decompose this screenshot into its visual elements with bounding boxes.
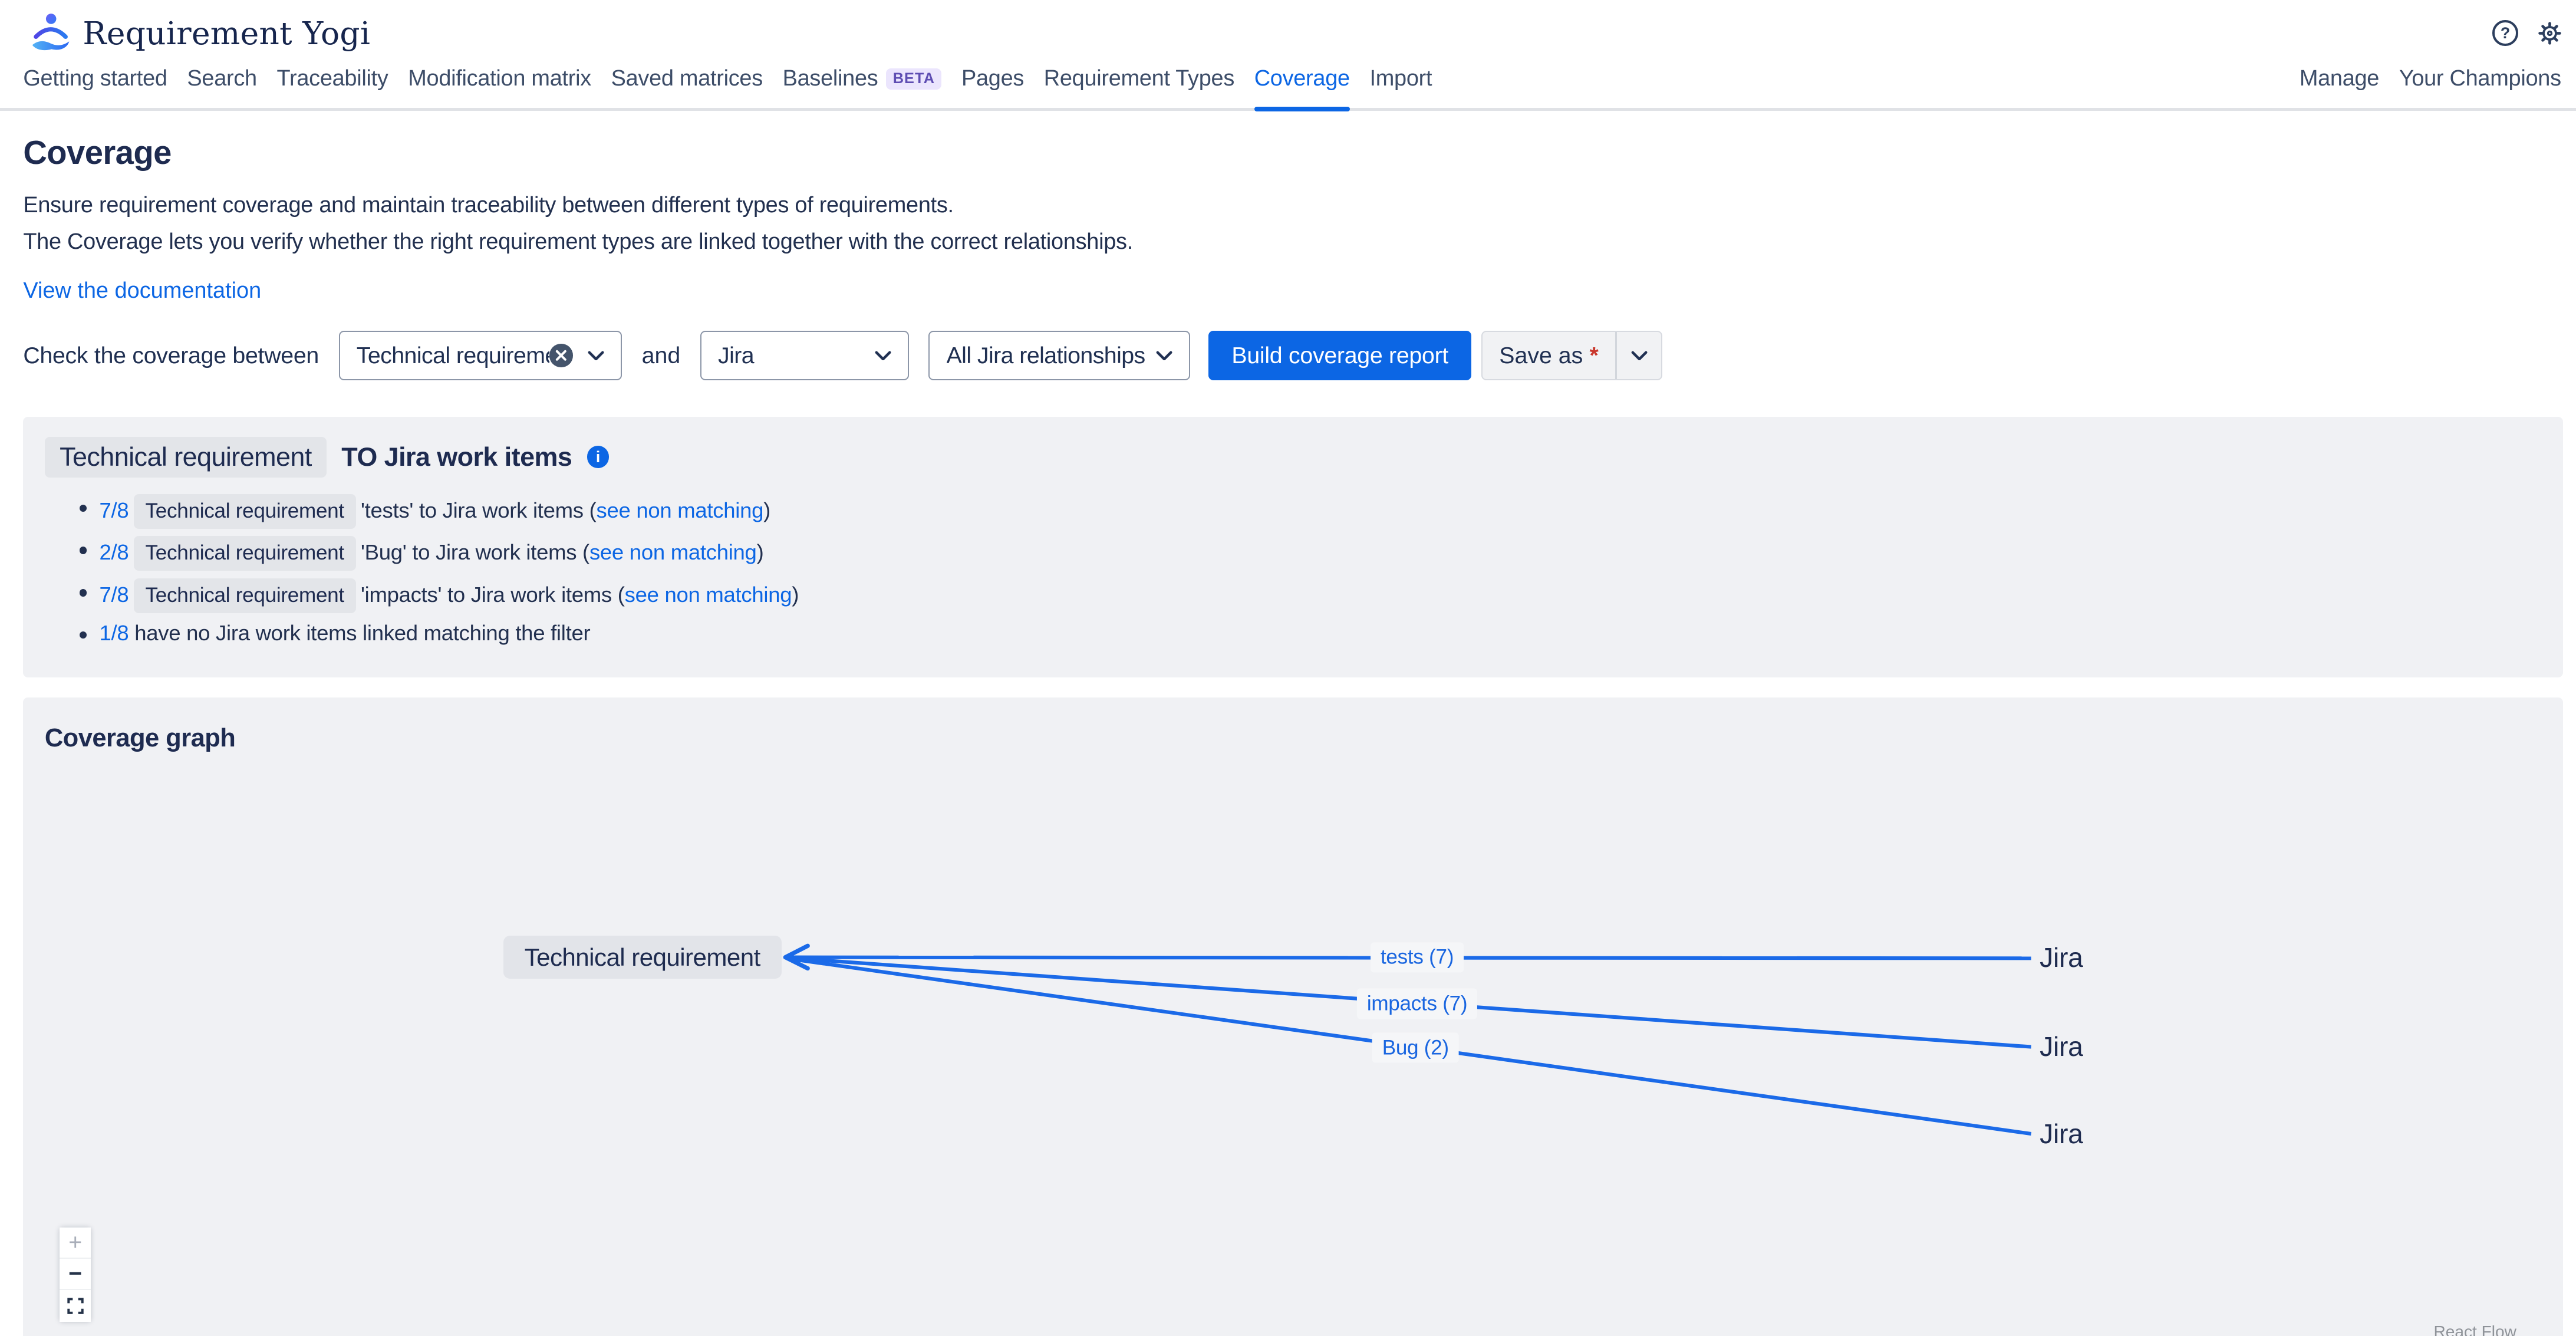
- stat-text: ): [792, 582, 799, 607]
- edge-label-bug[interactable]: Bug (2): [1372, 1032, 1459, 1063]
- results-list: 7/8 Technical requirement'tests' to Jira …: [45, 493, 2541, 647]
- coverage-form-label: Check the coverage between: [23, 342, 319, 368]
- fraction-link[interactable]: 7/8: [99, 498, 129, 522]
- coverage-stat-item: 7/8 Technical requirement'impacts' to Jir…: [79, 578, 2541, 613]
- nav-manage[interactable]: Manage: [2299, 66, 2380, 91]
- see-non-matching-link[interactable]: see non matching: [596, 498, 764, 522]
- react-flow-canvas[interactable]: Technical requirement tests (7) impacts …: [23, 697, 2562, 1336]
- stat-text: 'impacts' to Jira work items (: [360, 582, 625, 607]
- nav-your-champions[interactable]: Your Champions: [2399, 66, 2561, 91]
- see-non-matching-link[interactable]: see non matching: [624, 582, 792, 607]
- stat-text: ): [763, 498, 771, 522]
- nav-search[interactable]: Search: [187, 66, 257, 91]
- nav-left: Getting started Search Traceability Modi…: [23, 66, 1432, 112]
- chevron-down-icon: [588, 351, 604, 361]
- page-description-2: The Coverage lets you verify whether the…: [23, 229, 1133, 254]
- nav-import[interactable]: Import: [1369, 66, 1432, 91]
- clear-selection-icon[interactable]: [549, 344, 573, 367]
- required-asterisk: *: [1589, 342, 1599, 368]
- stat-text: 'Bug' to Jira work items (: [360, 540, 589, 565]
- results-title: TO Jira work items: [341, 442, 572, 472]
- nav-baselines[interactable]: Baselines BETA: [783, 66, 942, 108]
- minus-icon: −: [68, 1261, 83, 1287]
- gear-icon[interactable]: [2537, 20, 2563, 47]
- nav-saved-matrices[interactable]: Saved matrices: [611, 66, 763, 91]
- logo-yogi-icon: [30, 12, 71, 55]
- stat-text: ): [756, 540, 764, 565]
- page-title: Coverage: [23, 133, 172, 171]
- graph-node-technical-requirement[interactable]: Technical requirement: [503, 936, 782, 979]
- save-as-split-button: Save as *: [1481, 330, 1663, 381]
- logo[interactable]: Requirement Yogi: [30, 12, 371, 55]
- build-coverage-report-button[interactable]: Build coverage report: [1208, 330, 1472, 381]
- coverage-form: Check the coverage between Technical req…: [23, 330, 2562, 381]
- nav-modification-matrix[interactable]: Modification matrix: [408, 66, 591, 91]
- main-nav: Getting started Search Traceability Modi…: [0, 63, 2576, 112]
- type-chip: Technical requirement: [133, 578, 356, 613]
- plus-icon: +: [68, 1229, 83, 1255]
- graph-node-jira-2[interactable]: Jira: [2040, 1031, 2083, 1062]
- nav-requirement-types[interactable]: Requirement Types: [1043, 66, 1235, 91]
- react-flow-attribution[interactable]: React Flow: [2433, 1322, 2516, 1336]
- header-actions: ?: [2492, 20, 2562, 47]
- save-as-button[interactable]: Save as *: [1499, 342, 1599, 368]
- stat-text: have no Jira work items linked matching …: [134, 621, 591, 646]
- relationships-select-value: All Jira relationships: [946, 342, 1146, 368]
- see-non-matching-link[interactable]: see non matching: [589, 540, 757, 565]
- graph-node-jira-1[interactable]: Jira: [2040, 942, 2083, 973]
- type-chip: Technical requirement: [133, 493, 356, 529]
- and-label: and: [641, 342, 681, 368]
- graph-edges: [783, 943, 2032, 1136]
- fraction-link[interactable]: 1/8: [99, 621, 129, 646]
- fraction-link[interactable]: 2/8: [99, 540, 129, 565]
- coverage-stat-item: 1/8 have no Jira work items linked match…: [79, 620, 2541, 647]
- nav-coverage[interactable]: Coverage: [1254, 66, 1350, 112]
- edge-arrowhead: [783, 943, 811, 971]
- source-type-chip: Technical requirement: [44, 436, 327, 478]
- beta-badge: BETA: [886, 68, 942, 90]
- nav-right: Manage Your Champions: [2300, 66, 2561, 108]
- logo-wordmark: Requirement Yogi: [83, 14, 371, 52]
- edge-label-impacts[interactable]: impacts (7): [1356, 988, 1478, 1019]
- info-icon[interactable]: i: [587, 446, 610, 469]
- requirement-type-select[interactable]: Technical requirement: [338, 330, 622, 381]
- nav-pages[interactable]: Pages: [961, 66, 1025, 91]
- coverage-graph-panel: Coverage graph Technical requirement tes…: [23, 697, 2563, 1336]
- requirement-type-select-value: Technical requirement: [356, 342, 549, 368]
- coverage-stat-item: 7/8 Technical requirement'tests' to Jira …: [79, 493, 2541, 529]
- target-select[interactable]: Jira: [700, 330, 909, 381]
- chevron-down-icon: [1156, 351, 1172, 361]
- split-divider: [1615, 331, 1617, 380]
- target-select-value: Jira: [717, 342, 755, 368]
- coverage-results-panel: Technical requirement TO Jira work items…: [23, 416, 2563, 678]
- coverage-stat-item: 2/8 Technical requirement 'Bug' to Jira wo…: [79, 536, 2541, 571]
- nav-getting-started[interactable]: Getting started: [23, 66, 167, 91]
- coverage-graph-title: Coverage graph: [44, 723, 236, 752]
- chevron-down-icon: [875, 351, 891, 361]
- stat-text: 'tests' to Jira work items (: [360, 498, 597, 522]
- graph-node-jira-3[interactable]: Jira: [2040, 1118, 2083, 1149]
- relationships-select[interactable]: All Jira relationships: [928, 330, 1191, 381]
- type-chip: Technical requirement: [133, 536, 356, 571]
- fraction-link[interactable]: 7/8: [99, 582, 129, 607]
- save-as-menu-button[interactable]: [1617, 332, 1662, 379]
- view-documentation-link[interactable]: View the documentation: [23, 278, 262, 304]
- app-header: Requirement Yogi ?: [0, 0, 2576, 63]
- page-content: Coverage Ensure requirement coverage and…: [0, 133, 2576, 1336]
- page-description-1: Ensure requirement coverage and maintain…: [23, 192, 954, 218]
- results-header: Technical requirement TO Jira work items…: [44, 436, 2541, 478]
- zoom-in-button[interactable]: +: [60, 1227, 91, 1259]
- graph-controls: + −: [60, 1227, 91, 1322]
- edge-label-tests[interactable]: tests (7): [1371, 942, 1464, 973]
- nav-traceability[interactable]: Traceability: [276, 66, 388, 91]
- help-icon[interactable]: ?: [2492, 20, 2518, 46]
- zoom-out-button[interactable]: −: [60, 1259, 91, 1291]
- fullscreen-icon: [67, 1298, 84, 1314]
- fit-view-button[interactable]: [60, 1290, 91, 1322]
